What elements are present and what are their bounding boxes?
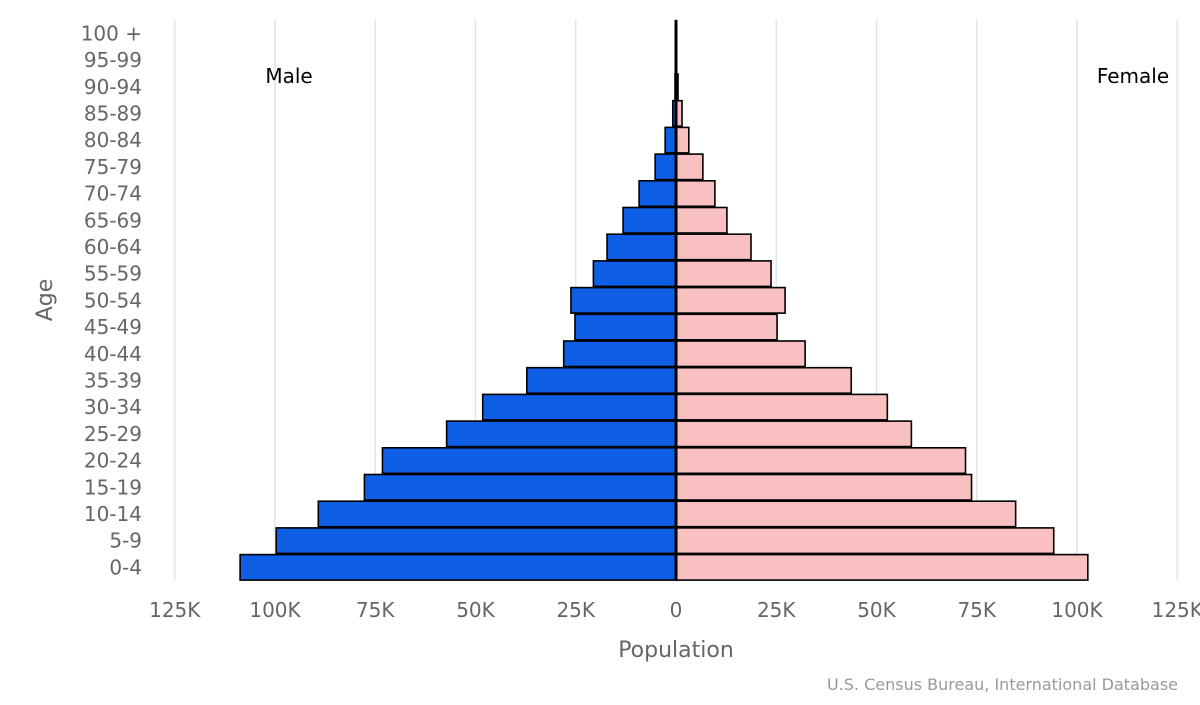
population-tick-1: 100K [249,598,301,622]
population-tick-4: 25K [556,598,595,622]
age-tick-15-19: 15-19 [84,475,142,499]
bar-male-50-54 [571,288,676,314]
bar-male-45-49 [575,314,676,340]
bar-male-80-84 [665,127,676,152]
population-tick-8: 75K [957,598,996,622]
age-tick-85-89: 85-89 [84,101,142,125]
population-tick-2: 75K [356,598,395,622]
age-tick-35-39: 35-39 [84,368,142,392]
age-tick-25-29: 25-29 [84,422,142,446]
population-tick-0: 125K [149,598,201,622]
age-tick-50-54: 50-54 [84,288,142,312]
bar-male-75-79 [655,154,676,180]
y-axis-title: Age [33,279,58,322]
bar-male-0-4 [240,555,676,581]
x-axis-title: Population [618,638,734,663]
bar-male-15-19 [364,475,676,501]
bar-female-75-79 [676,154,703,180]
bar-female-70-74 [676,181,715,207]
bar-male-10-14 [318,501,676,527]
bar-male-60-64 [607,234,676,260]
bar-female-55-59 [676,261,771,287]
bar-female-60-64 [676,234,751,260]
bar-female-10-14 [676,501,1016,527]
age-tick-20-24: 20-24 [84,449,142,473]
bar-female-5-9 [676,528,1054,554]
bar-male-65-69 [623,208,676,234]
bar-male-25-29 [447,421,676,447]
age-tick-65-69: 65-69 [84,208,142,232]
bars [240,21,1088,581]
bar-female-0-4 [676,555,1088,581]
age-tick-70-74: 70-74 [84,182,142,206]
bar-male-40-44 [564,341,676,367]
population-tick-10: 125K [1152,598,1200,622]
age-tick-80-84: 80-84 [84,128,142,152]
population-tick-7: 50K [857,598,896,622]
legend-label-female: Female [1097,64,1169,88]
bar-male-35-39 [527,368,676,394]
bar-male-30-34 [483,394,676,420]
bar-female-40-44 [676,341,805,367]
bar-female-50-54 [676,288,785,314]
age-tick-0-4: 0-4 [109,555,142,579]
bar-female-15-19 [676,475,972,501]
legend-label-male: Male [265,64,312,88]
bar-female-25-29 [676,421,911,447]
bar-male-70-74 [639,181,676,207]
age-tick-10-14: 10-14 [84,502,142,526]
age-tick-40-44: 40-44 [84,342,142,366]
age-tick-95-99: 95-99 [84,48,142,72]
bar-female-20-24 [676,448,966,474]
population-tick-5: 0 [670,598,683,622]
bar-female-80-84 [676,127,689,152]
age-tick-90-94: 90-94 [84,75,142,99]
bar-male-5-9 [276,528,676,554]
population-tick-9: 100K [1051,598,1103,622]
population-tick-6: 25K [757,598,796,622]
bar-female-35-39 [676,368,851,394]
bar-female-65-69 [676,208,727,234]
age-tick-100: 100 + [81,21,142,45]
bar-male-20-24 [382,448,676,474]
bar-female-30-34 [676,394,887,420]
age-tick-5-9: 5-9 [109,529,142,553]
age-tick-60-64: 60-64 [84,235,142,259]
source-credit: U.S. Census Bureau, International Databa… [827,675,1178,694]
population-tick-3: 50K [456,598,495,622]
age-tick-30-34: 30-34 [84,395,142,419]
age-tick-75-79: 75-79 [84,155,142,179]
age-tick-45-49: 45-49 [84,315,142,339]
bar-male-55-59 [593,261,676,287]
age-tick-55-59: 55-59 [84,262,142,286]
population-tick-labels: 125K 100K 75K 50K 25K 0 25K 50K 75K 100K 125K [149,598,1200,622]
bar-female-45-49 [676,314,777,340]
